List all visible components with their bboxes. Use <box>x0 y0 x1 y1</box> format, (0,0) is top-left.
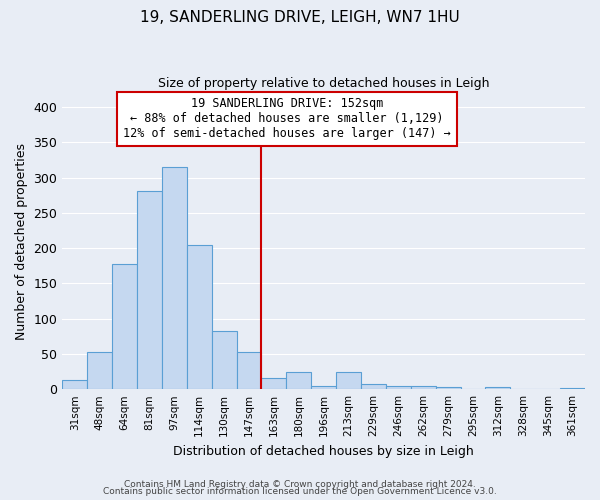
Bar <box>87 352 112 389</box>
Text: Contains HM Land Registry data © Crown copyright and database right 2024.: Contains HM Land Registry data © Crown c… <box>124 480 476 489</box>
Bar <box>361 384 386 389</box>
Text: Contains public sector information licensed under the Open Government Licence v3: Contains public sector information licen… <box>103 488 497 496</box>
Bar <box>162 167 187 389</box>
Bar <box>436 387 461 389</box>
Bar <box>62 380 87 389</box>
Bar <box>137 191 162 389</box>
Bar <box>560 388 585 389</box>
Bar <box>236 352 262 389</box>
Bar <box>336 372 361 389</box>
Bar <box>311 386 336 389</box>
Bar <box>411 386 436 389</box>
Text: 19 SANDERLING DRIVE: 152sqm
← 88% of detached houses are smaller (1,129)
12% of : 19 SANDERLING DRIVE: 152sqm ← 88% of det… <box>123 98 451 140</box>
Y-axis label: Number of detached properties: Number of detached properties <box>15 142 28 340</box>
Bar <box>187 246 212 389</box>
X-axis label: Distribution of detached houses by size in Leigh: Distribution of detached houses by size … <box>173 444 474 458</box>
Bar <box>485 387 511 389</box>
Bar <box>212 332 236 389</box>
Text: 19, SANDERLING DRIVE, LEIGH, WN7 1HU: 19, SANDERLING DRIVE, LEIGH, WN7 1HU <box>140 10 460 25</box>
Bar <box>386 386 411 389</box>
Bar <box>286 372 311 389</box>
Bar <box>262 378 286 389</box>
Title: Size of property relative to detached houses in Leigh: Size of property relative to detached ho… <box>158 78 490 90</box>
Bar <box>112 264 137 389</box>
